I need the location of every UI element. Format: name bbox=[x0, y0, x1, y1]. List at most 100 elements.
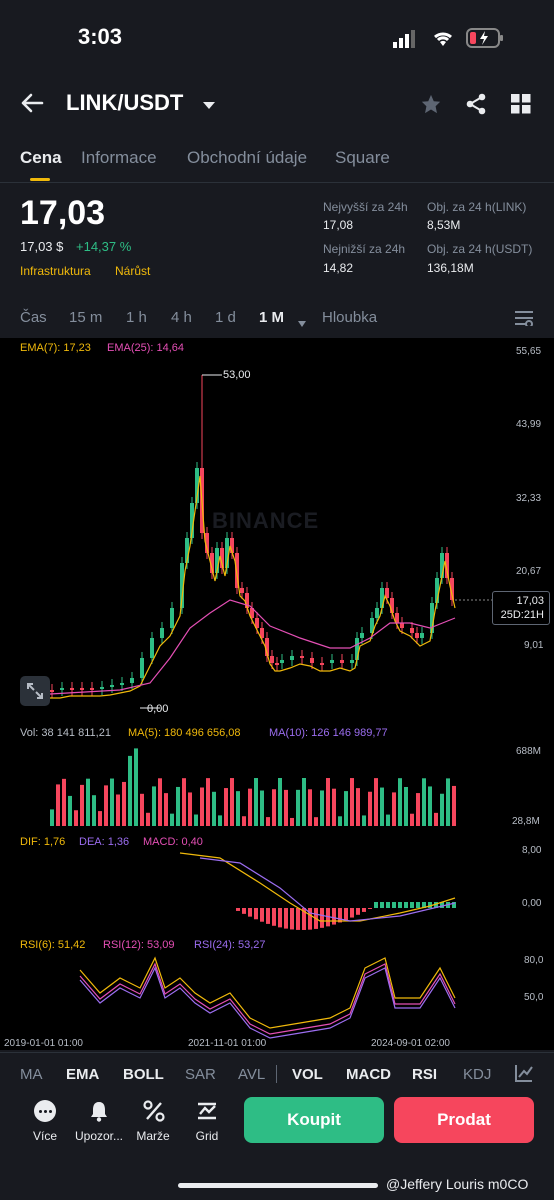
macd-bar bbox=[302, 908, 306, 930]
candle-countdown: 25D:21H bbox=[500, 609, 544, 621]
volume-bar bbox=[356, 788, 360, 826]
timeframe-1d[interactable]: 1 d bbox=[215, 309, 236, 326]
tab-square[interactable]: Square bbox=[335, 148, 390, 167]
favorite-star-icon[interactable] bbox=[420, 93, 442, 120]
candle-body bbox=[445, 553, 449, 578]
tab-price[interactable]: Cena bbox=[20, 148, 62, 167]
macd-bar bbox=[272, 908, 276, 926]
macd-bar bbox=[284, 908, 288, 929]
vol-ma5-label: MA(5): 180 496 656,08 bbox=[128, 727, 241, 739]
sell-button[interactable]: Prodat bbox=[394, 1097, 534, 1143]
grid-bot-icon[interactable] bbox=[196, 1100, 218, 1127]
candle-body bbox=[400, 623, 404, 628]
indicator-rsi[interactable]: RSI bbox=[412, 1066, 438, 1083]
fullscreen-icon[interactable] bbox=[20, 676, 50, 706]
margin-icon[interactable] bbox=[143, 1100, 165, 1127]
price-axis-3: 32,33 bbox=[516, 493, 542, 504]
indicator-divider bbox=[0, 1052, 554, 1053]
macd-bar bbox=[434, 902, 438, 908]
volume-bar bbox=[248, 788, 252, 826]
timeframe-1h[interactable]: 1 h bbox=[126, 309, 147, 326]
timeframe-4h[interactable]: 4 h bbox=[171, 309, 192, 326]
macd-dif-line bbox=[179, 852, 456, 922]
more-dots-icon[interactable] bbox=[34, 1100, 56, 1122]
timeframe-time[interactable]: Čas bbox=[20, 309, 47, 326]
candle-body bbox=[220, 548, 224, 568]
vol-label: Vol: 38 141 811,21 bbox=[20, 727, 111, 739]
volume-bar bbox=[254, 778, 258, 826]
chart-settings-icon[interactable] bbox=[515, 310, 533, 331]
candle-body bbox=[110, 685, 114, 687]
macd-bar bbox=[410, 902, 414, 908]
indicator-vol[interactable]: VOL bbox=[292, 1066, 323, 1083]
volume-bar bbox=[278, 778, 282, 826]
tool-alert-label[interactable]: Upozor... bbox=[74, 1129, 124, 1143]
vol-link-value: 8,53M bbox=[427, 218, 461, 232]
vol-ma10-label: MA(10): 126 146 989,77 bbox=[269, 727, 388, 739]
indicator-boll[interactable]: BOLL bbox=[123, 1066, 164, 1083]
timeframe-more-icon[interactable] bbox=[298, 314, 306, 332]
ema25-line bbox=[49, 599, 456, 695]
pair-title[interactable]: LINK/USDT bbox=[66, 90, 184, 115]
tab-trading-data[interactable]: Obchodní údaje bbox=[187, 148, 308, 167]
tool-margin-label[interactable]: Marže bbox=[136, 1129, 170, 1143]
volume-bar bbox=[182, 778, 186, 826]
volume-bar bbox=[218, 815, 222, 826]
candlestick-chart[interactable] bbox=[0, 338, 554, 1050]
rsi-axis-mid: 50,0 bbox=[524, 992, 544, 1003]
indicator-ma[interactable]: MA bbox=[20, 1066, 43, 1083]
candle-body bbox=[430, 603, 434, 633]
candle-body bbox=[170, 608, 174, 628]
volume-bar bbox=[236, 791, 240, 826]
bell-icon[interactable] bbox=[89, 1100, 109, 1127]
candle-body bbox=[395, 613, 399, 623]
volume-bar bbox=[224, 788, 228, 826]
share-icon[interactable] bbox=[465, 93, 487, 120]
tool-grid-label[interactable]: Grid bbox=[195, 1129, 219, 1143]
candle-body bbox=[130, 678, 134, 683]
macd-bar bbox=[320, 908, 324, 928]
macd-bar bbox=[368, 908, 372, 909]
low-24h-value: 14,82 bbox=[323, 261, 354, 275]
candle-body bbox=[60, 688, 64, 690]
volume-bar bbox=[428, 786, 432, 826]
candle-body bbox=[50, 690, 54, 692]
indicator-sar[interactable]: SAR bbox=[185, 1066, 216, 1083]
volume-bar bbox=[212, 791, 216, 826]
candle-body bbox=[415, 633, 419, 638]
volume-bar bbox=[452, 785, 456, 826]
timeframe-1M[interactable]: 1 M bbox=[259, 309, 285, 326]
tag-gainer[interactable]: Nárůst bbox=[115, 264, 151, 278]
candle-body bbox=[310, 658, 314, 663]
pair-dropdown-icon[interactable] bbox=[203, 98, 215, 116]
tool-more-label[interactable]: Více bbox=[32, 1129, 57, 1143]
volume-bar bbox=[422, 778, 426, 826]
indicator-avl[interactable]: AVL bbox=[238, 1066, 266, 1083]
volume-bar bbox=[188, 792, 192, 826]
date-label-3: 2024-09-01 02:00 bbox=[371, 1038, 450, 1049]
indicator-macd[interactable]: MACD bbox=[346, 1066, 391, 1083]
candle-body bbox=[375, 608, 379, 618]
timeframe-depth[interactable]: Hloubka bbox=[322, 309, 378, 326]
indicator-ema[interactable]: EMA bbox=[66, 1066, 100, 1083]
vol-usdt-label: Obj. za 24 h(USDT) bbox=[427, 242, 533, 256]
volume-bar bbox=[314, 817, 318, 826]
macd-value-label: MACD: 0,40 bbox=[143, 836, 203, 848]
home-indicator bbox=[178, 1183, 378, 1188]
buy-button[interactable]: Koupit bbox=[244, 1097, 384, 1143]
layout-grid-icon[interactable] bbox=[511, 94, 531, 119]
vol-usdt-value: 136,18M bbox=[427, 261, 474, 275]
indicator-settings-icon[interactable] bbox=[514, 1063, 534, 1088]
tag-infrastructure[interactable]: Infrastruktura bbox=[20, 264, 91, 278]
tab-info[interactable]: Informace bbox=[81, 148, 157, 167]
back-icon[interactable] bbox=[20, 92, 44, 119]
macd-bar bbox=[362, 908, 366, 912]
timeframe-15m[interactable]: 15 m bbox=[69, 309, 103, 326]
candle-body bbox=[355, 638, 359, 660]
chart-area[interactable]: BINANCE EMA(7): 17,23 EMA(25): 14,64 55,… bbox=[0, 338, 554, 1050]
volume-bar bbox=[164, 793, 168, 826]
volume-bar bbox=[266, 817, 270, 826]
indicator-kdj[interactable]: KDJ bbox=[463, 1066, 492, 1083]
price-axis-5: 9,01 bbox=[524, 640, 544, 651]
volume-bar bbox=[170, 813, 174, 826]
